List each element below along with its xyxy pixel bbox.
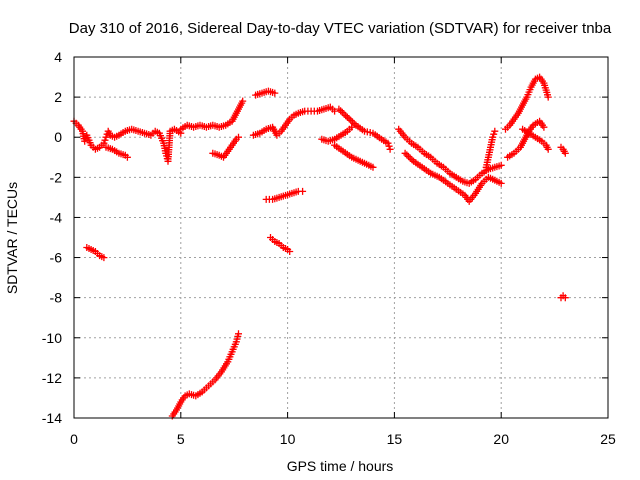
- data-point: [497, 179, 505, 187]
- data-point: [386, 145, 394, 153]
- plot-frame: [73, 56, 609, 419]
- data-point: [102, 133, 110, 141]
- data-point: [401, 149, 409, 157]
- data-point: [239, 97, 247, 105]
- y-tick-label: -4: [50, 209, 63, 225]
- data-point: [286, 248, 294, 255]
- data-point: [385, 142, 393, 150]
- data-point: [123, 153, 131, 161]
- x-tick-label: 0: [70, 431, 78, 447]
- data-point: [342, 112, 350, 120]
- data-point: [349, 118, 356, 126]
- data-point: [561, 149, 569, 157]
- y-tick-label: 2: [54, 89, 62, 105]
- y-tick-label: -14: [42, 410, 62, 426]
- data-point: [345, 115, 353, 123]
- y-tick-label: -12: [42, 370, 62, 386]
- data-point: [343, 113, 351, 121]
- data-point: [544, 145, 552, 153]
- data-point: [81, 137, 89, 145]
- data-point: [340, 110, 348, 118]
- data-point: [489, 133, 497, 141]
- data-point: [100, 254, 108, 262]
- data-point: [100, 139, 108, 147]
- data-point: [337, 107, 345, 115]
- data-point: [540, 123, 548, 131]
- data-point: [347, 116, 355, 124]
- y-tick-label: -6: [50, 250, 63, 266]
- data-point: [406, 154, 414, 162]
- data-point: [331, 107, 339, 115]
- data-point: [491, 127, 499, 135]
- x-tick-label: 15: [387, 431, 403, 447]
- data-point: [235, 330, 242, 338]
- data-point: [408, 156, 416, 164]
- data-point: [384, 139, 392, 147]
- x-tick-label: 25: [600, 431, 616, 447]
- chart-title: Day 310 of 2016, Sidereal Day-to-day VTE…: [69, 20, 612, 37]
- data-point: [101, 136, 109, 144]
- x-tick-label: 5: [177, 431, 185, 447]
- data-point: [348, 123, 356, 131]
- y-axis-label: SDTVAR / TECUs: [4, 182, 20, 294]
- data-point: [299, 187, 307, 195]
- y-tick-label: -8: [50, 290, 63, 306]
- y-tick-label: 4: [54, 49, 62, 65]
- data-point: [338, 108, 346, 116]
- x-tick-label: 20: [493, 431, 509, 447]
- y-tick-label: 0: [54, 129, 62, 145]
- data-marks: [70, 73, 569, 420]
- data-point: [544, 93, 552, 101]
- x-axis-label: GPS time / hours: [287, 458, 394, 474]
- data-point: [369, 163, 377, 171]
- grid: [74, 57, 608, 418]
- x-tick-label: 10: [280, 431, 296, 447]
- data-point: [403, 151, 411, 159]
- y-tick-label: -2: [50, 169, 63, 185]
- data-point: [497, 161, 505, 169]
- y-tick-label: -10: [42, 330, 62, 346]
- data-point: [271, 89, 279, 97]
- data-point: [405, 153, 412, 160]
- data-point: [490, 130, 498, 138]
- data-point: [561, 294, 569, 302]
- data-point: [235, 133, 242, 141]
